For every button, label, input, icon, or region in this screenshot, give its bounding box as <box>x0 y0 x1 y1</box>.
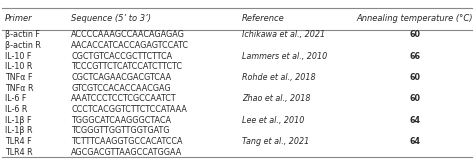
Text: Annealing temperature (°C): Annealing temperature (°C) <box>356 14 473 23</box>
Text: TLR4 F: TLR4 F <box>5 137 31 146</box>
Text: TLR4 R: TLR4 R <box>5 148 32 157</box>
Text: β-actin F: β-actin F <box>5 30 40 39</box>
Text: 60: 60 <box>409 30 420 39</box>
Text: TNFα F: TNFα F <box>5 73 32 82</box>
Text: CGCTGTCACCGCTTCTTCA: CGCTGTCACCGCTTCTTCA <box>71 52 172 61</box>
Text: Reference: Reference <box>242 14 284 23</box>
Text: Rohde et al., 2018: Rohde et al., 2018 <box>242 73 315 82</box>
Text: CGCTCAGAACGACGTCAA: CGCTCAGAACGACGTCAA <box>71 73 171 82</box>
Text: TGGGCATCAAGGGCTACA: TGGGCATCAAGGGCTACA <box>71 116 171 125</box>
Text: β-actin R: β-actin R <box>5 41 41 50</box>
Text: GTCGTCCACACCAACGAG: GTCGTCCACACCAACGAG <box>71 84 171 93</box>
Text: Ichikawa et al., 2021: Ichikawa et al., 2021 <box>242 30 325 39</box>
Text: Lee et al., 2010: Lee et al., 2010 <box>242 116 304 125</box>
Text: TNFα R: TNFα R <box>5 84 33 93</box>
Text: TCCCGTTCTCATCCATCTTCTC: TCCCGTTCTCATCCATCTTCTC <box>71 62 182 71</box>
Text: 60: 60 <box>409 73 420 82</box>
Text: IL-6 R: IL-6 R <box>5 105 27 114</box>
Text: Zhao et al., 2018: Zhao et al., 2018 <box>242 94 310 103</box>
Text: IL-1β R: IL-1β R <box>5 126 32 135</box>
Text: AGCGACGTTAAGCCATGGAA: AGCGACGTTAAGCCATGGAA <box>71 148 182 157</box>
Text: AAATCCCTCCTCGCCAATCT: AAATCCCTCCTCGCCAATCT <box>71 94 177 103</box>
Text: IL-1β F: IL-1β F <box>5 116 31 125</box>
Text: 64: 64 <box>409 137 420 146</box>
Text: TCGGGTTGGTTGGTGATG: TCGGGTTGGTTGGTGATG <box>71 126 170 135</box>
Text: 66: 66 <box>409 52 420 61</box>
Text: ACCCCAAAGCCAACAGAGAG: ACCCCAAAGCCAACAGAGAG <box>71 30 185 39</box>
Text: IL-6 F: IL-6 F <box>5 94 26 103</box>
Text: Primer: Primer <box>5 14 32 23</box>
Text: 64: 64 <box>409 116 420 125</box>
Text: Tang et al., 2021: Tang et al., 2021 <box>242 137 309 146</box>
Text: TCTTTCAAGGTGCCACATCCA: TCTTTCAAGGTGCCACATCCA <box>71 137 182 146</box>
Text: IL-10 F: IL-10 F <box>5 52 31 61</box>
Text: Lammers et al., 2010: Lammers et al., 2010 <box>242 52 327 61</box>
Text: AACACCATCACCAGAGTCCATC: AACACCATCACCAGAGTCCATC <box>71 41 189 50</box>
Text: 60: 60 <box>409 94 420 103</box>
Text: IL-10 R: IL-10 R <box>5 62 32 71</box>
Text: Sequence (5’ to 3’): Sequence (5’ to 3’) <box>71 14 151 23</box>
Text: CCCTCACGGTCTTCTCCATAAA: CCCTCACGGTCTTCTCCATAAA <box>71 105 187 114</box>
